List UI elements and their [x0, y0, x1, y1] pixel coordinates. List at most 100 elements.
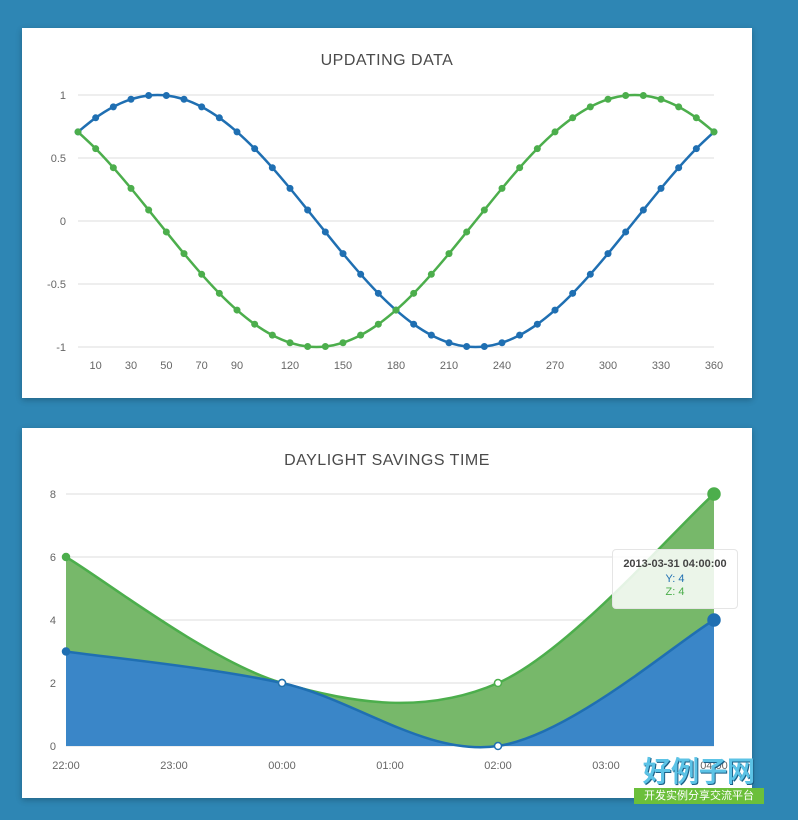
data-point: [498, 339, 506, 347]
x-tick-label: 00:00: [268, 760, 296, 772]
data-point: [675, 103, 683, 111]
data-point: [516, 164, 524, 172]
data-point: [198, 270, 206, 278]
series-y-area: [66, 620, 714, 748]
data-point: [321, 342, 329, 350]
y-data-point: [61, 647, 71, 656]
data-point: [551, 306, 559, 314]
data-point: [268, 331, 276, 339]
data-point: [710, 128, 718, 136]
data-point: [180, 95, 188, 103]
data-point: [198, 103, 206, 111]
chart-title: UPDATING DATA: [320, 52, 454, 69]
data-point: [533, 145, 541, 153]
y-tick-label: 0: [50, 741, 56, 753]
data-point: [480, 206, 488, 214]
x-tick-label: 02:00: [484, 760, 512, 772]
data-point: [604, 95, 612, 103]
data-point: [92, 114, 100, 122]
data-point: [445, 339, 453, 347]
z-data-point: [61, 552, 71, 562]
data-point: [145, 92, 153, 100]
data-point: [215, 289, 223, 297]
data-point: [675, 164, 683, 172]
area-chart-svg: 8 6 4 2 0 22:00 23:00 00:00 01:00 02:00 03:00 04:00: [50, 487, 728, 772]
data-point: [357, 331, 365, 339]
data-point: [692, 145, 700, 153]
x-tick-label: 50: [160, 360, 172, 372]
data-point: [339, 250, 347, 258]
data-point: [639, 92, 647, 100]
site-watermark-logo: 好例子网 开发实例分享交流平台: [634, 756, 764, 810]
data-point: [374, 289, 382, 297]
data-point: [180, 250, 188, 258]
y-tick-label: -1: [56, 342, 66, 354]
data-point: [374, 320, 382, 328]
series-y-line: [65, 618, 715, 749]
data-point: [622, 228, 630, 236]
data-point: [321, 228, 329, 236]
tooltip-title: 2013-03-31 04:00:00: [623, 558, 727, 570]
data-point: [516, 331, 524, 339]
data-point: [215, 114, 223, 122]
data-point: [233, 128, 241, 136]
y-tick-label: 2: [50, 678, 56, 690]
data-point: [569, 114, 577, 122]
data-point: [463, 228, 471, 236]
y-tick-label: 8: [50, 489, 56, 501]
tooltip-z-value: Z: 4: [665, 586, 685, 598]
x-tick-label: 180: [387, 360, 405, 372]
z-data-point: [493, 678, 503, 688]
y-tick-label: 0: [60, 216, 66, 228]
x-tick-label: 330: [652, 360, 670, 372]
data-point: [92, 145, 100, 153]
data-point: [268, 164, 276, 172]
x-tick-label: 270: [546, 360, 564, 372]
data-point: [410, 289, 418, 297]
data-point: [480, 342, 488, 350]
line-chart-svg: 1 0.5 0 -0.5 -1 10 30 50 70 90 120 150 180 210 240 270 3…: [47, 90, 723, 372]
data-point: [427, 270, 435, 278]
x-tick-label: 70: [196, 360, 208, 372]
x-tick-label: 30: [125, 360, 137, 372]
y-data-point: [277, 678, 287, 688]
data-point: [162, 228, 170, 236]
x-tick-label: 22:00: [52, 760, 80, 772]
data-point: [304, 342, 312, 350]
data-point: [604, 250, 612, 258]
x-tick-label: 23:00: [160, 760, 188, 772]
data-point: [569, 289, 577, 297]
data-point: [410, 320, 418, 328]
x-tick-label: 01:00: [376, 760, 404, 772]
chart-tooltip: 2013-03-31 04:00:00 Y: 4 Z: 4: [612, 549, 738, 609]
data-point: [339, 339, 347, 347]
x-tick-label: 210: [440, 360, 458, 372]
x-tick-label: 360: [705, 360, 723, 372]
data-point: [586, 270, 594, 278]
y-data-point: [493, 741, 503, 751]
data-point: [639, 206, 647, 214]
watermark-sub-text: 开发实例分享交流平台: [634, 788, 764, 804]
updating-data-panel: UPDATING DATA 1 0.5 0 -0.5 -1 10 30 50 70 90 120 15…: [22, 28, 752, 398]
data-point: [304, 206, 312, 214]
data-point: [127, 184, 135, 192]
data-point: [463, 342, 471, 350]
y-tick-label: 6: [50, 552, 56, 564]
data-point: [533, 320, 541, 328]
x-tick-label: 90: [231, 360, 243, 372]
data-point: [251, 145, 259, 153]
data-point: [286, 184, 294, 192]
y-tick-label: 1: [60, 90, 66, 102]
data-point: [551, 128, 559, 136]
data-point: [109, 164, 117, 172]
x-tick-label: 240: [493, 360, 511, 372]
data-point: [251, 320, 259, 328]
data-point: [74, 128, 82, 136]
data-point: [445, 250, 453, 258]
data-point: [657, 184, 665, 192]
data-point: [692, 114, 700, 122]
y-data-point: [707, 613, 721, 627]
tooltip-y-value: Y: 4: [665, 573, 685, 585]
data-point: [657, 95, 665, 103]
y-tick-label: 0.5: [51, 153, 66, 165]
